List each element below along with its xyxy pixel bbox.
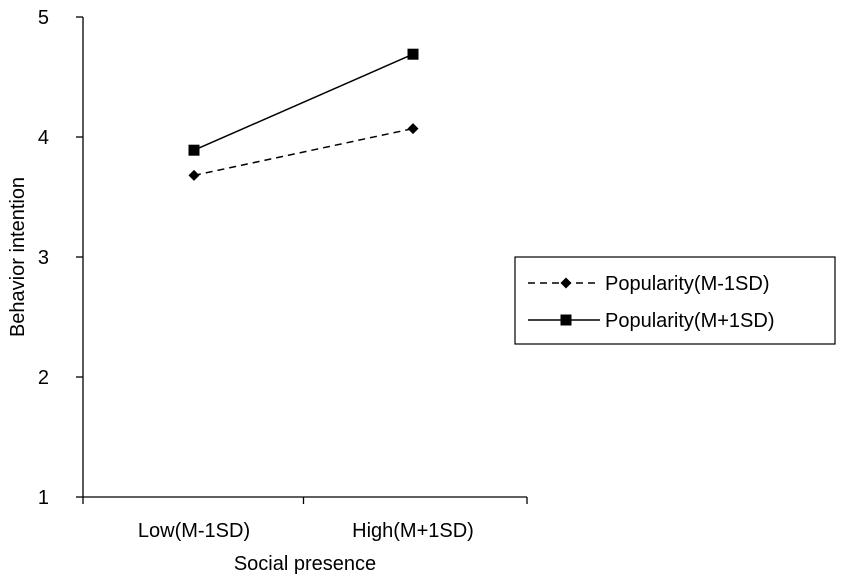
y-axis-ticks: 1 2 3 4 5 xyxy=(38,7,83,509)
legend-box xyxy=(514,256,836,345)
y-tick-label: 3 xyxy=(38,247,49,269)
data-point xyxy=(407,48,419,60)
x-axis-title: Social presence xyxy=(234,553,376,575)
y-axis-title: Behavior intention xyxy=(7,177,29,337)
series-2 xyxy=(188,48,419,156)
data-point xyxy=(188,144,200,156)
data-point xyxy=(188,169,200,181)
y-tick-label: 4 xyxy=(38,127,49,149)
series-line xyxy=(193,53,414,151)
legend: Popularity(M-1SD) Popularity(M+1SD) xyxy=(514,256,836,345)
legend-label: Popularity(M-1SD) xyxy=(605,273,769,295)
x-tick-label: High(M+1SD) xyxy=(352,520,474,542)
series-line xyxy=(193,127,414,177)
axes xyxy=(82,17,527,498)
series-group xyxy=(188,48,419,181)
legend-swatch-marker xyxy=(560,277,572,289)
x-tick-label: Low(M-1SD) xyxy=(138,520,250,542)
data-point xyxy=(407,123,419,135)
series-1 xyxy=(188,123,419,181)
legend-swatch-marker xyxy=(560,314,572,326)
y-tick-label: 1 xyxy=(38,487,49,509)
x-axis-ticks: Low(M-1SD) High(M+1SD) xyxy=(82,497,528,542)
y-tick-label: 2 xyxy=(38,367,49,389)
y-tick-label: 5 xyxy=(38,7,49,29)
legend-label: Popularity(M+1SD) xyxy=(605,310,775,332)
